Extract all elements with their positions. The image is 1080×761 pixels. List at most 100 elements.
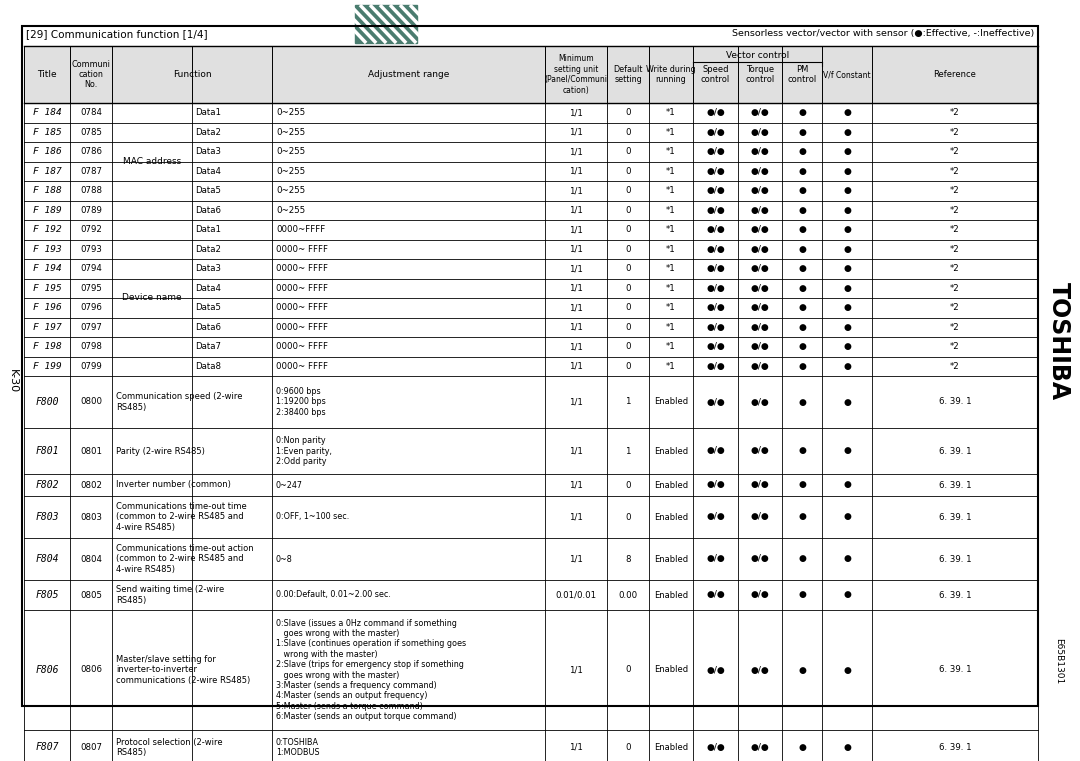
Text: Data1: Data1 bbox=[195, 225, 221, 234]
Text: Data4: Data4 bbox=[195, 167, 221, 176]
Text: ●: ● bbox=[843, 186, 851, 196]
Text: 0000~ FFFF: 0000~ FFFF bbox=[276, 361, 328, 371]
Text: 1/1: 1/1 bbox=[569, 284, 583, 293]
Text: Parity (2-wire RS485): Parity (2-wire RS485) bbox=[116, 447, 205, 456]
Bar bbox=[112, 538, 191, 580]
Text: ●/●: ●/● bbox=[706, 361, 725, 371]
Text: *2: *2 bbox=[950, 186, 960, 196]
Text: 0000~ FFFF: 0000~ FFFF bbox=[276, 323, 328, 332]
Text: 1/1: 1/1 bbox=[569, 303, 583, 312]
Text: ●: ● bbox=[798, 361, 806, 371]
Text: ●: ● bbox=[798, 186, 806, 196]
Text: 0000~ FFFF: 0000~ FFFF bbox=[276, 342, 328, 352]
Text: ●: ● bbox=[798, 512, 806, 521]
Text: ●/●: ●/● bbox=[706, 186, 725, 196]
Bar bbox=[192, 496, 271, 538]
Text: 0789: 0789 bbox=[80, 205, 102, 215]
Text: F803: F803 bbox=[36, 512, 58, 522]
Text: F 198: F 198 bbox=[32, 342, 62, 352]
Text: 0: 0 bbox=[625, 512, 631, 521]
Text: Sensorless vector/vector with sensor (●:Effective, -:Ineffective): Sensorless vector/vector with sensor (●:… bbox=[732, 29, 1034, 38]
Text: ●: ● bbox=[843, 108, 851, 117]
Text: ●/●: ●/● bbox=[751, 284, 769, 293]
Text: *2: *2 bbox=[950, 303, 960, 312]
Text: F 199: F 199 bbox=[32, 361, 62, 371]
Text: ●/●: ●/● bbox=[706, 264, 725, 273]
Text: ●/●: ●/● bbox=[751, 167, 769, 176]
Text: 1/1: 1/1 bbox=[569, 225, 583, 234]
Text: F 196: F 196 bbox=[32, 303, 62, 312]
Text: 0: 0 bbox=[625, 264, 631, 273]
Text: ●/●: ●/● bbox=[706, 167, 725, 176]
Text: ●/●: ●/● bbox=[751, 342, 769, 352]
Text: 0805: 0805 bbox=[80, 591, 102, 600]
Text: PM
control: PM control bbox=[787, 65, 816, 84]
Text: ●/●: ●/● bbox=[751, 245, 769, 253]
Text: ●: ● bbox=[798, 205, 806, 215]
Text: *1: *1 bbox=[666, 186, 676, 196]
Text: *2: *2 bbox=[950, 128, 960, 137]
Text: ●/●: ●/● bbox=[751, 555, 769, 563]
Text: Data3: Data3 bbox=[195, 147, 221, 156]
Text: ●/●: ●/● bbox=[751, 303, 769, 312]
Text: F 197: F 197 bbox=[32, 323, 62, 332]
Text: 1/1: 1/1 bbox=[569, 128, 583, 137]
Text: 1/1: 1/1 bbox=[569, 167, 583, 176]
Text: ●/●: ●/● bbox=[751, 480, 769, 489]
Text: *2: *2 bbox=[950, 108, 960, 117]
Text: *2: *2 bbox=[950, 245, 960, 253]
Text: 0: 0 bbox=[625, 480, 631, 489]
Text: F 188: F 188 bbox=[32, 186, 62, 196]
Text: *2: *2 bbox=[950, 323, 960, 332]
Text: Data6: Data6 bbox=[195, 205, 221, 215]
Text: ●/●: ●/● bbox=[706, 743, 725, 752]
Bar bbox=[112, 220, 191, 376]
Bar bbox=[112, 496, 191, 538]
Text: ●: ● bbox=[843, 361, 851, 371]
Text: ●/●: ●/● bbox=[751, 323, 769, 332]
Text: Default
setting: Default setting bbox=[613, 65, 643, 84]
Text: 1: 1 bbox=[625, 397, 631, 406]
Text: 0: 0 bbox=[625, 245, 631, 253]
Text: 1/1: 1/1 bbox=[569, 480, 583, 489]
Text: ●: ● bbox=[843, 303, 851, 312]
Text: Adjustment range: Adjustment range bbox=[368, 70, 449, 79]
Text: 0.00: 0.00 bbox=[619, 591, 637, 600]
Text: *2: *2 bbox=[950, 264, 960, 273]
Text: Torque
control: Torque control bbox=[745, 65, 774, 84]
Bar bbox=[22, 26, 1038, 706]
Bar bbox=[192, 581, 271, 610]
Text: 0000~ FFFF: 0000~ FFFF bbox=[276, 245, 328, 253]
Text: ●/●: ●/● bbox=[706, 147, 725, 156]
Bar bbox=[112, 474, 191, 495]
Text: Communications time-out action
(common to 2-wire RS485 and
4-wire RS485): Communications time-out action (common t… bbox=[116, 544, 254, 574]
Text: ●/●: ●/● bbox=[706, 303, 725, 312]
Text: 1/1: 1/1 bbox=[569, 205, 583, 215]
Text: 1/1: 1/1 bbox=[569, 186, 583, 196]
Text: Data1: Data1 bbox=[195, 108, 221, 117]
Text: *2: *2 bbox=[950, 147, 960, 156]
Text: Function: Function bbox=[173, 70, 212, 79]
Text: ●/●: ●/● bbox=[706, 666, 725, 674]
Text: ●: ● bbox=[798, 167, 806, 176]
Text: 0797: 0797 bbox=[80, 323, 102, 332]
Text: 0: 0 bbox=[625, 342, 631, 352]
Text: 0: 0 bbox=[625, 186, 631, 196]
Text: 0:9600 bps
1:19200 bps
2:38400 bps: 0:9600 bps 1:19200 bps 2:38400 bps bbox=[276, 387, 326, 417]
Text: F801: F801 bbox=[36, 446, 58, 456]
Text: *2: *2 bbox=[950, 225, 960, 234]
Text: 1/1: 1/1 bbox=[569, 447, 583, 456]
Text: ●: ● bbox=[843, 397, 851, 406]
Text: ●: ● bbox=[798, 480, 806, 489]
Text: 0: 0 bbox=[625, 303, 631, 312]
Text: 0: 0 bbox=[625, 225, 631, 234]
Text: *1: *1 bbox=[666, 342, 676, 352]
Text: *2: *2 bbox=[950, 342, 960, 352]
Text: ●: ● bbox=[798, 303, 806, 312]
Text: 0: 0 bbox=[625, 167, 631, 176]
Text: 0: 0 bbox=[625, 128, 631, 137]
Text: 1/1: 1/1 bbox=[569, 512, 583, 521]
Text: ●: ● bbox=[843, 447, 851, 456]
Text: ●: ● bbox=[798, 743, 806, 752]
Text: Inverter number (common): Inverter number (common) bbox=[116, 480, 231, 489]
